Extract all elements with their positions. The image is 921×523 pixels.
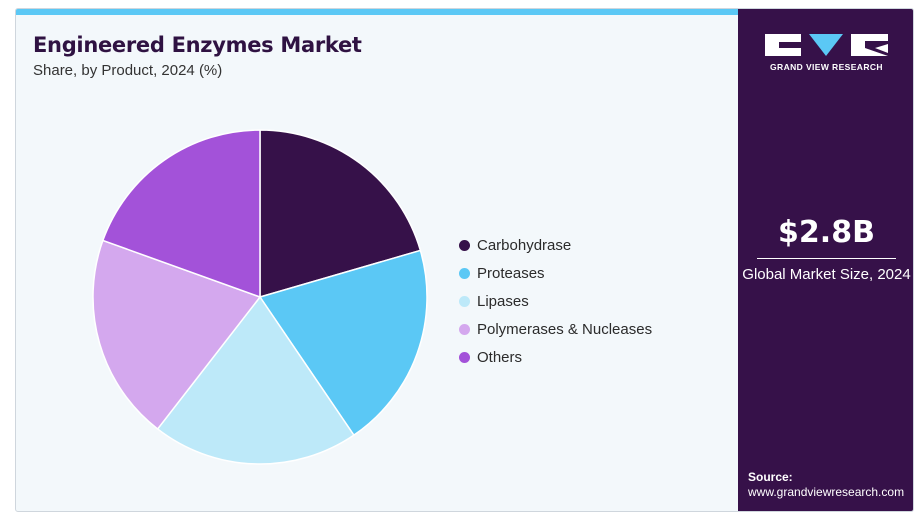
pie-chart xyxy=(92,129,428,465)
legend-item: Others xyxy=(459,343,652,371)
chart-card: Engineered Enzymes Market Share, by Prod… xyxy=(15,8,914,512)
brand-name: GRAND VIEW RESEARCH xyxy=(770,62,883,72)
chart-subtitle: Share, by Product, 2024 (%) xyxy=(33,62,223,79)
pie-slice-proteases xyxy=(259,249,428,436)
stat-divider xyxy=(757,258,896,259)
source-label: Source: xyxy=(748,470,793,484)
legend-swatch xyxy=(459,351,470,363)
pie-slice-polymerases-nucleases xyxy=(92,239,261,430)
legend-swatch xyxy=(459,239,470,251)
accent-bar xyxy=(16,9,738,15)
legend-item: Polymerases & Nucleases xyxy=(459,315,652,343)
legend-label: Polymerases & Nucleases xyxy=(477,320,653,338)
chart-legend: Carbohydrase Proteases Lipases Polymerases … xyxy=(459,231,652,371)
source-link[interactable]: www.grandviewresearch.com xyxy=(748,485,905,499)
chart-title: Engineered Enzymes Market xyxy=(33,33,362,57)
legend-swatch xyxy=(459,295,470,307)
legend-label: Carbohydrase xyxy=(477,236,572,254)
legend-label: Proteases xyxy=(477,264,545,282)
gvr-logo-icon xyxy=(765,34,888,56)
legend-label: Others xyxy=(477,348,523,366)
legend-swatch xyxy=(459,267,470,279)
pie-slice-carbohydrase xyxy=(259,129,422,298)
pie-slice-others xyxy=(102,129,261,298)
legend-label: Lipases xyxy=(477,292,529,310)
legend-item: Proteases xyxy=(459,259,652,287)
market-size-label: Global Market Size, 2024 xyxy=(742,266,911,283)
legend-item: Carbohydrase xyxy=(459,231,652,259)
brand-logo: GRAND VIEW RESEARCH xyxy=(765,34,888,72)
pie-slice-lipases xyxy=(156,296,355,465)
legend-item: Lipases xyxy=(459,287,652,315)
market-size-value: $2.8B xyxy=(778,215,875,250)
side-panel: GRAND VIEW RESEARCH $2.8B Global Market … xyxy=(738,9,913,511)
legend-swatch xyxy=(459,323,470,335)
